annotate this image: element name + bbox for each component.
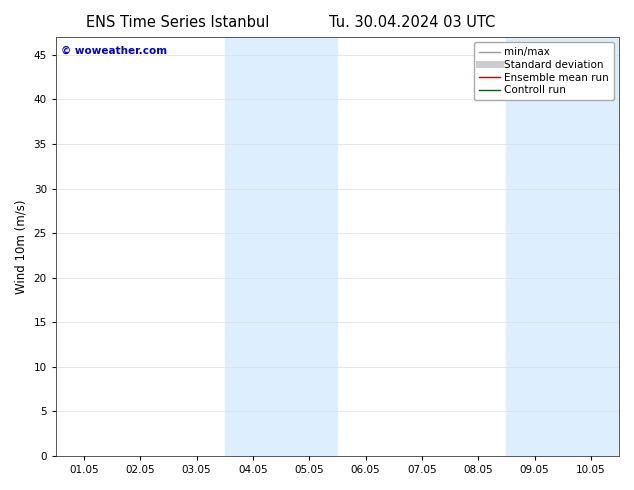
Bar [281, 37, 337, 456]
Bar [507, 37, 563, 456]
Y-axis label: Wind 10m (m/s): Wind 10m (m/s) [15, 199, 28, 294]
Legend: min/max, Standard deviation, Ensemble mean run, Controll run: min/max, Standard deviation, Ensemble me… [474, 42, 614, 100]
Text: ENS Time Series Istanbul: ENS Time Series Istanbul [86, 15, 269, 30]
Bar [563, 37, 619, 456]
Text: © woweather.com: © woweather.com [61, 46, 167, 55]
Bar [225, 37, 281, 456]
Text: Tu. 30.04.2024 03 UTC: Tu. 30.04.2024 03 UTC [329, 15, 495, 30]
